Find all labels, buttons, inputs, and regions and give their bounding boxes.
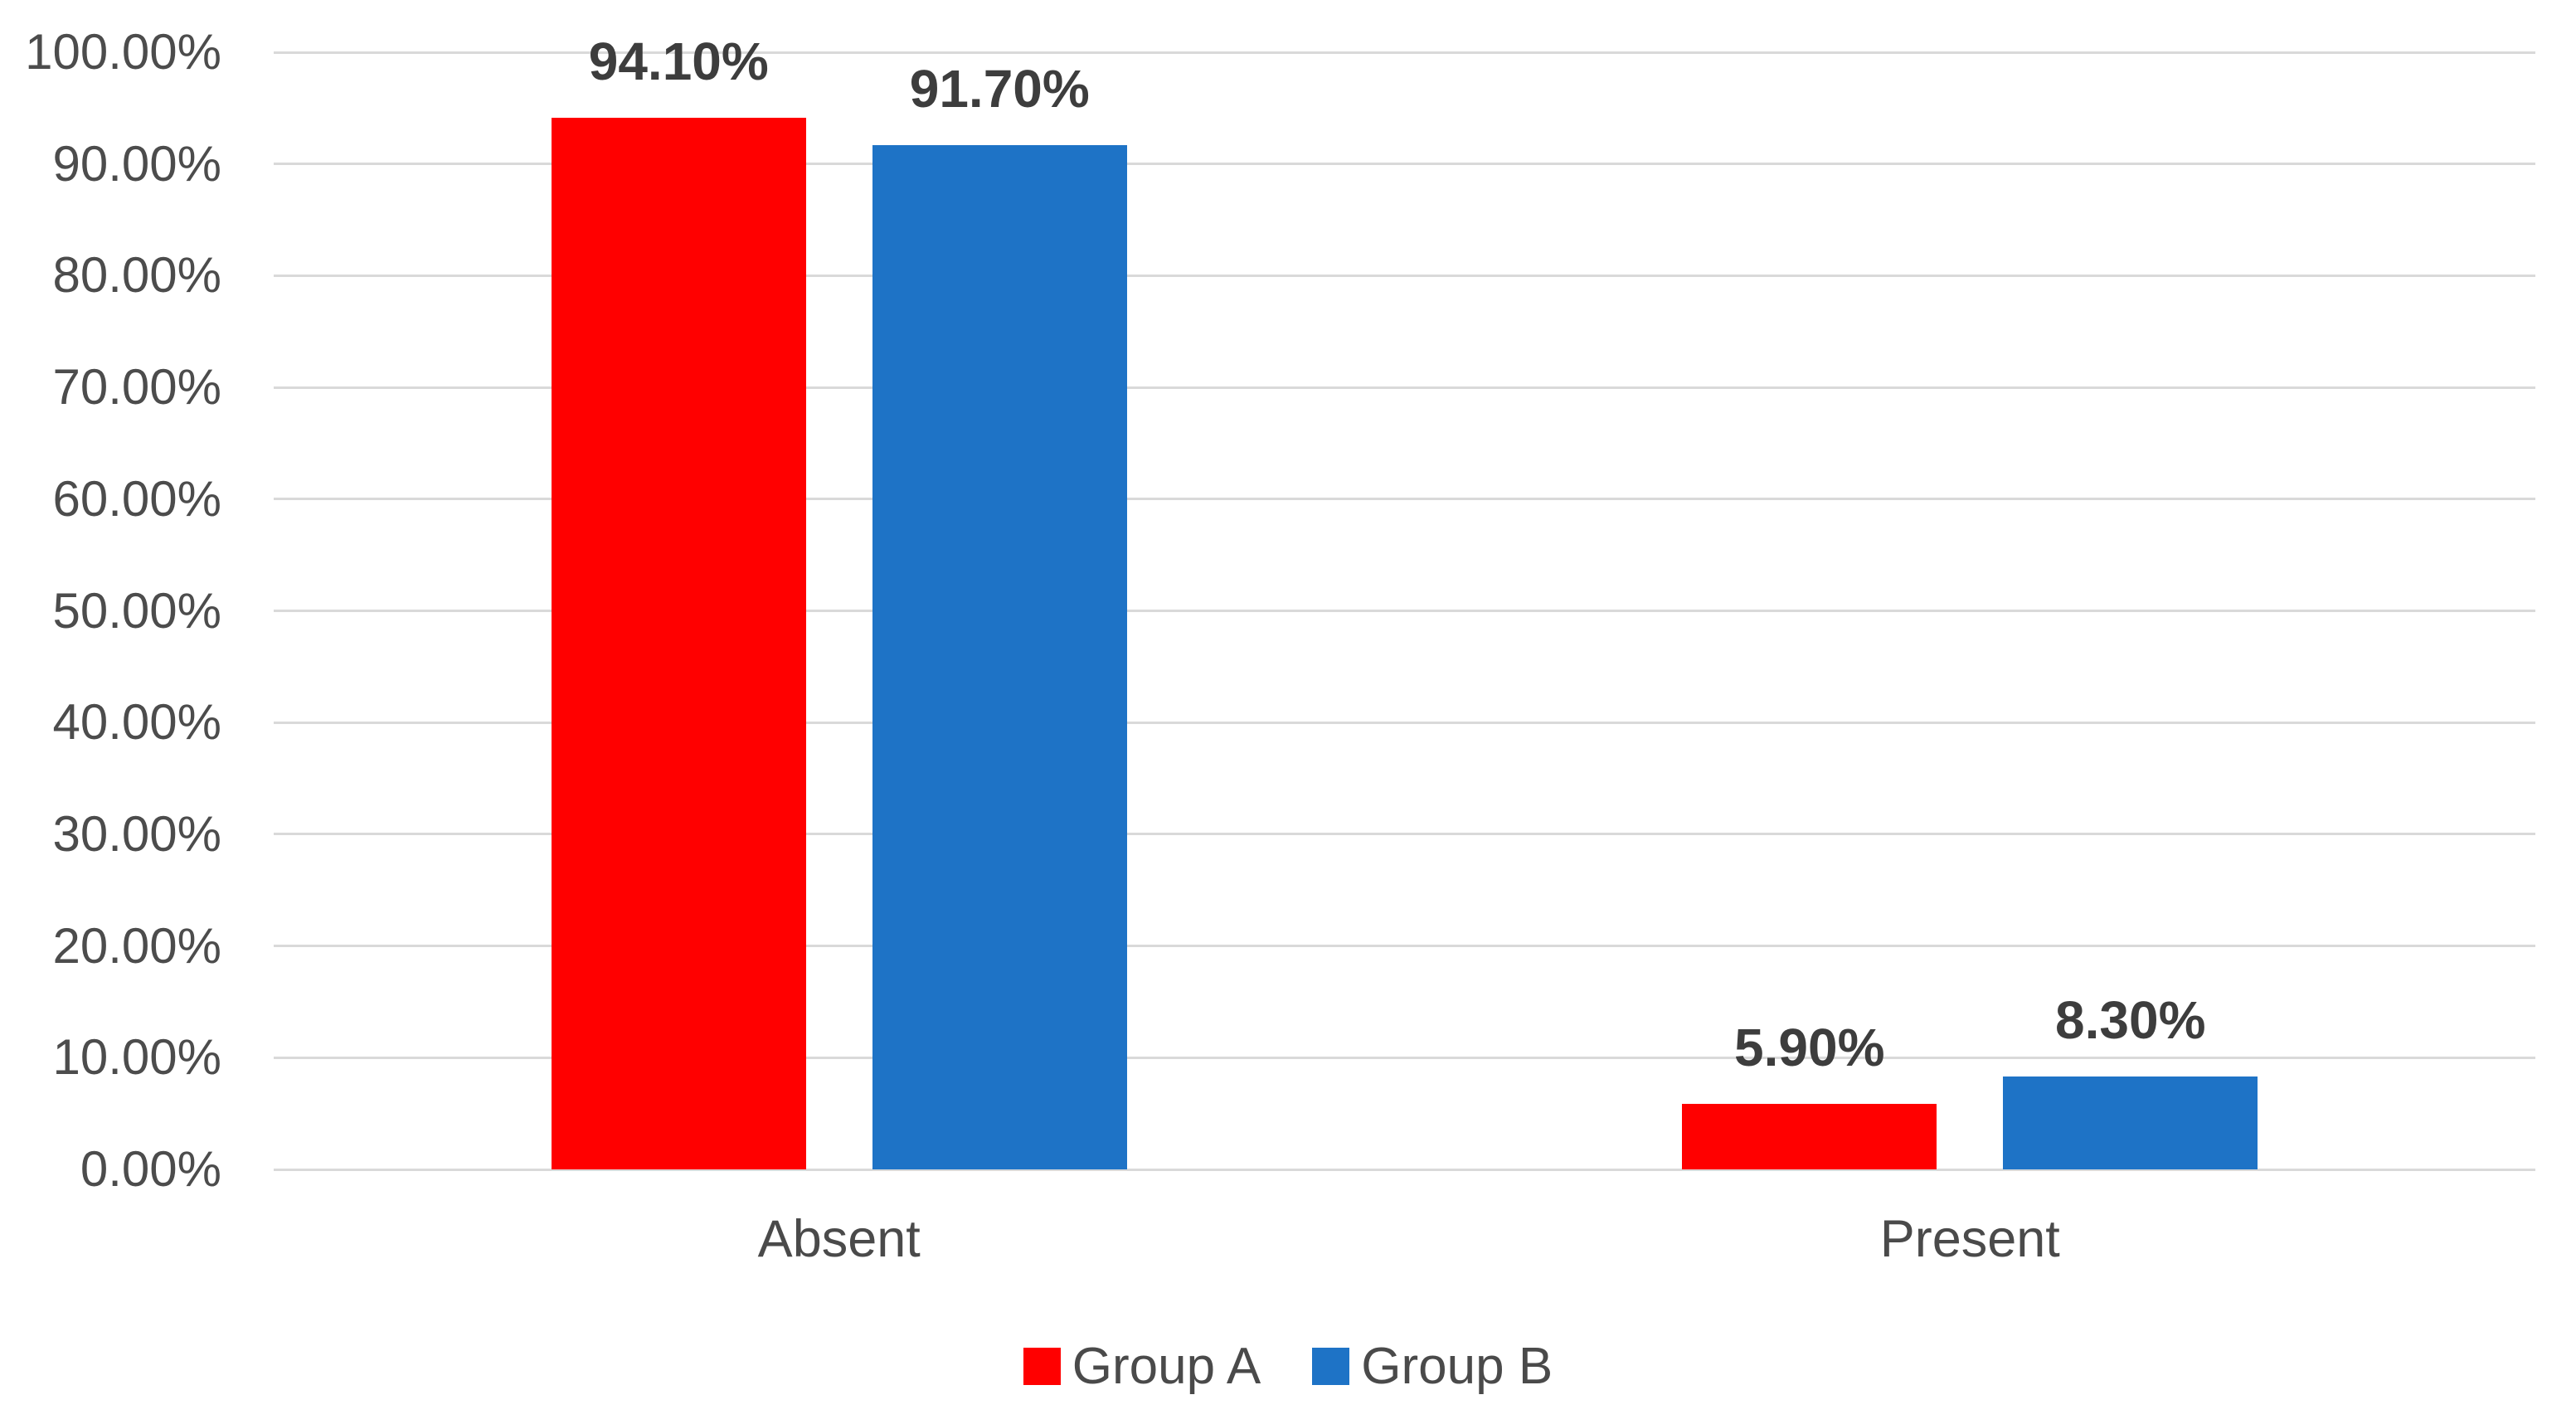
bar-group-b — [2003, 1077, 2258, 1169]
data-label: 5.90% — [1734, 1017, 1885, 1077]
legend: Group A Group B — [0, 1327, 2576, 1405]
y-tick-label: 10.00% — [52, 1029, 222, 1086]
gridline — [274, 51, 2535, 54]
y-tick-label: 60.00% — [52, 470, 222, 527]
legend-item-group-b: Group B — [1312, 1337, 1553, 1396]
legend-swatch-icon — [1312, 1347, 1350, 1385]
y-tick-label: 90.00% — [52, 135, 222, 192]
gridline — [274, 945, 2535, 948]
gridline — [274, 610, 2535, 612]
gridline — [274, 498, 2535, 501]
gridline — [274, 721, 2535, 724]
legend-item-group-a: Group A — [1023, 1337, 1261, 1396]
data-label: 91.70% — [909, 58, 1090, 119]
y-tick-label: 50.00% — [52, 582, 222, 639]
gridline — [274, 163, 2535, 166]
bar-group-a — [551, 118, 806, 1169]
y-tick-label: 40.00% — [52, 694, 222, 751]
gridline — [274, 1056, 2535, 1059]
category-label: Absent — [757, 1210, 921, 1268]
data-label: 94.10% — [588, 32, 769, 92]
legend-label: Group A — [1072, 1337, 1261, 1395]
legend-swatch-icon — [1023, 1347, 1061, 1385]
gridline — [274, 833, 2535, 836]
gridline — [274, 1168, 2535, 1171]
legend-label: Group B — [1361, 1337, 1553, 1395]
y-tick-label: 70.00% — [52, 359, 222, 416]
y-tick-label: 20.00% — [52, 917, 222, 974]
category-label: Present — [1879, 1210, 2060, 1268]
data-label: 8.30% — [2055, 990, 2206, 1051]
gridline — [274, 274, 2535, 277]
y-tick-label: 100.00% — [25, 24, 221, 80]
y-tick-label: 80.00% — [52, 247, 222, 304]
y-tick-label: 0.00% — [80, 1141, 221, 1197]
bar-group-b — [872, 144, 1127, 1169]
y-tick-label: 30.00% — [52, 805, 222, 862]
gridline — [274, 386, 2535, 389]
bar-group-a — [1682, 1103, 1937, 1169]
